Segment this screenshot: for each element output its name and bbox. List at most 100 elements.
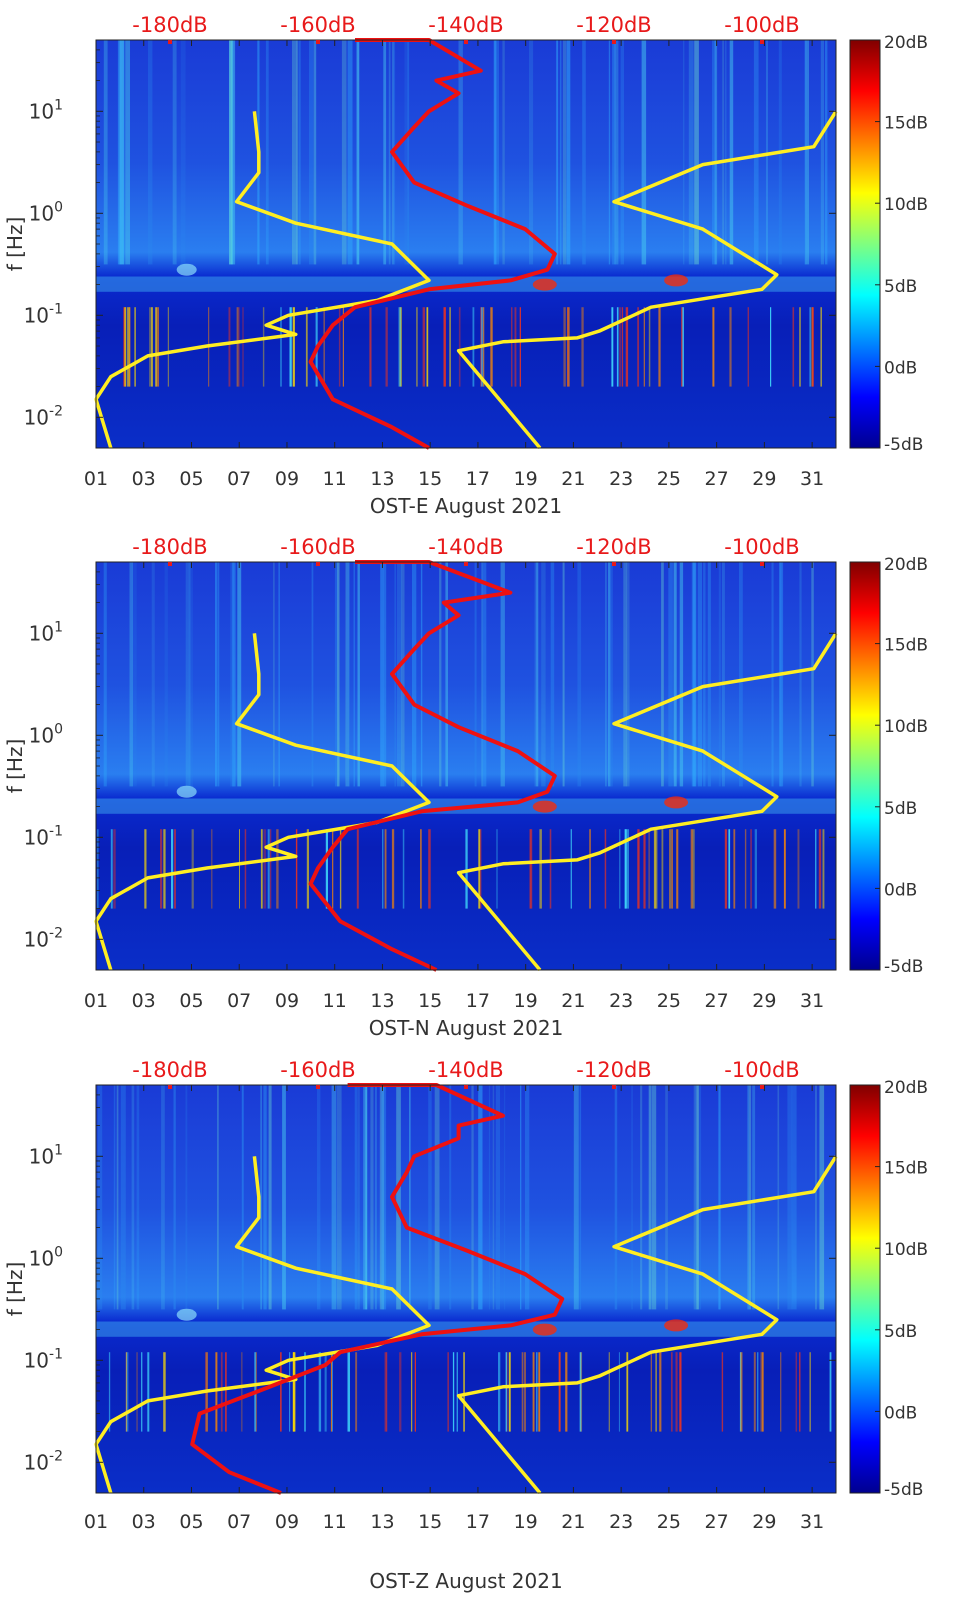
x-tick-label: 09 xyxy=(275,990,299,1012)
top-db-tick xyxy=(464,40,468,44)
x-tick-label: 19 xyxy=(514,468,538,490)
y-tick-label: 10-1 xyxy=(24,823,63,849)
y-tick-label: 10-1 xyxy=(24,301,63,327)
top-db-tick xyxy=(168,562,172,566)
top-db-tick xyxy=(760,1085,764,1089)
colorbar: 20dB 15dB 10dB 5dB 0dB -5dB xyxy=(849,33,928,455)
top-db-label: -180dB xyxy=(132,1058,207,1082)
x-tick-label: 25 xyxy=(657,1511,681,1533)
x-tick-label: 21 xyxy=(561,990,585,1012)
x-tick-label: 31 xyxy=(800,990,824,1012)
x-tick-label: 11 xyxy=(323,468,347,490)
x-tick-label: 25 xyxy=(657,990,681,1012)
top-db-label: -120dB xyxy=(576,535,651,559)
x-tick-label: 27 xyxy=(705,990,729,1012)
y-axis-label: f [Hz] xyxy=(3,739,27,794)
colorbar-label: 5dB xyxy=(884,277,917,297)
top-db-label: -180dB xyxy=(132,535,207,559)
x-tick-label: 05 xyxy=(179,468,203,490)
colorbar-label: 15dB xyxy=(884,1159,928,1179)
colorbar: 20dB 15dB 10dB 5dB 0dB -5dB xyxy=(849,1078,928,1500)
top-db-label: -160dB xyxy=(280,13,355,37)
x-tick-label: 15 xyxy=(418,990,442,1012)
top-db-label: -100dB xyxy=(724,535,799,559)
x-tick-label: 05 xyxy=(179,990,203,1012)
colorbar-label: 5dB xyxy=(884,799,917,819)
nlnm-curve xyxy=(94,633,431,971)
x-tick-label: 01 xyxy=(84,1511,108,1533)
colorbar-label: -5dB xyxy=(884,1480,923,1500)
colorbar-label: 0dB xyxy=(884,1403,917,1423)
x-tick-label: 15 xyxy=(418,1511,442,1533)
y-tick-label: 100 xyxy=(29,721,63,747)
top-db-tick xyxy=(464,1085,468,1089)
x-tick-label: 19 xyxy=(514,1511,538,1533)
colorbar-label: 20dB xyxy=(884,1078,928,1098)
x-tick-label: 01 xyxy=(84,990,108,1012)
spectrogram-panel-2: 01 03 05 07 09 11 13 15 17 19 21 23 25 27 29 31 OST-N Au… xyxy=(3,535,928,1040)
top-db-tick xyxy=(760,562,764,566)
x-tick-label: 11 xyxy=(323,1511,347,1533)
top-db-tick xyxy=(464,562,468,566)
top-db-tick xyxy=(168,40,172,44)
nhnm-curve xyxy=(456,1155,838,1495)
x-tick-label: 03 xyxy=(132,990,156,1012)
x-tick-label: 27 xyxy=(705,468,729,490)
spectrogram-background xyxy=(96,1085,836,1493)
colorbar-label: -5dB xyxy=(884,957,923,977)
x-tick-label: 31 xyxy=(800,468,824,490)
x-tick-label: 13 xyxy=(370,1511,394,1533)
y-tick-label: 10-2 xyxy=(24,1448,63,1474)
nlnm-curve xyxy=(94,111,431,449)
nlnm-curve xyxy=(94,1156,431,1494)
median-psd-curve xyxy=(308,38,557,450)
x-tick-label: 01 xyxy=(84,468,108,490)
x-tick-label: 29 xyxy=(752,468,776,490)
x-tick-label: 23 xyxy=(609,1511,633,1533)
y-axis-label: f [Hz] xyxy=(3,217,27,272)
x-axis-label: OST-E August 2021 xyxy=(370,494,562,518)
x-tick-label: 21 xyxy=(561,1511,585,1533)
y-tick-label: 101 xyxy=(29,619,63,645)
x-tick-label: 17 xyxy=(466,468,490,490)
x-tick-label: 31 xyxy=(800,1511,824,1533)
top-db-label: -100dB xyxy=(724,13,799,37)
y-tick-label: 101 xyxy=(29,1142,63,1168)
top-db-label: -140dB xyxy=(428,535,503,559)
colorbar-label: 10dB xyxy=(884,195,928,215)
top-db-label: -120dB xyxy=(576,1058,651,1082)
x-tick-label: 03 xyxy=(132,1511,156,1533)
x-tick-label: 17 xyxy=(466,990,490,1012)
nhnm-curve xyxy=(456,110,838,450)
colorbar-label: 15dB xyxy=(884,114,928,134)
x-tick-label: 07 xyxy=(227,990,251,1012)
spectrogram-panel-3: 01 03 05 07 09 11 13 15 17 19 21 23 25 27 29 31 OST-Z Au… xyxy=(3,1058,928,1593)
top-db-tick xyxy=(316,40,320,44)
median-psd-curve xyxy=(190,1083,565,1495)
top-db-tick xyxy=(760,40,764,44)
top-db-label: -180dB xyxy=(132,13,207,37)
top-db-label: -120dB xyxy=(576,13,651,37)
x-tick-label: 15 xyxy=(418,468,442,490)
x-tick-label: 19 xyxy=(514,990,538,1012)
x-tick-label: 21 xyxy=(561,468,585,490)
x-tick-label: 27 xyxy=(705,1511,729,1533)
median-psd-curve xyxy=(308,560,557,972)
top-db-tick xyxy=(612,1085,616,1089)
x-axis-label: OST-N August 2021 xyxy=(369,1016,564,1040)
y-tick-label: 10-1 xyxy=(24,1346,63,1372)
x-tick-label: 23 xyxy=(609,990,633,1012)
x-tick-label: 09 xyxy=(275,468,299,490)
x-tick-label: 17 xyxy=(466,1511,490,1533)
x-tick-label: 13 xyxy=(370,990,394,1012)
top-db-label: -160dB xyxy=(280,535,355,559)
nhnm-curve xyxy=(456,632,838,972)
colorbar-label: 10dB xyxy=(884,1240,928,1260)
top-db-label: -140dB xyxy=(428,1058,503,1082)
y-axis-label: f [Hz] xyxy=(3,1262,27,1317)
y-tick-label: 10-2 xyxy=(24,925,63,951)
top-db-label: -100dB xyxy=(724,1058,799,1082)
x-tick-label: 23 xyxy=(609,468,633,490)
top-db-tick xyxy=(612,40,616,44)
